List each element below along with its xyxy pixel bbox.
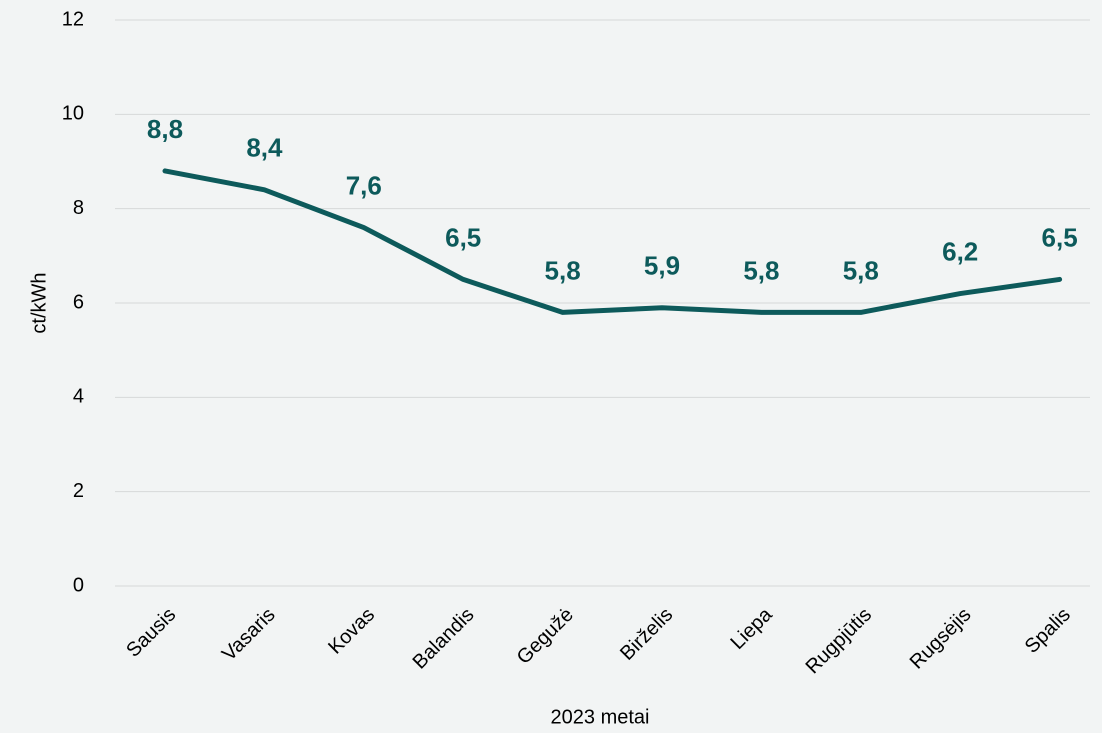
x-tick-label: Sausis: [122, 604, 180, 662]
data-label: 7,6: [346, 170, 382, 200]
x-tick-label: Balandis: [409, 604, 479, 674]
y-tick-label: 12: [62, 8, 84, 30]
data-label: 8,4: [246, 133, 283, 163]
line: [162, 168, 1063, 315]
y-tick-label: 4: [73, 386, 84, 408]
x-axis-title: 2023 metai: [551, 706, 650, 728]
x-tick-label: Rugsėjis: [906, 604, 976, 674]
data-label: 5,9: [644, 251, 680, 281]
data-label: 8,8: [147, 114, 183, 144]
x-tick-label: Rugpjūtis: [802, 604, 877, 679]
data-label: 5,8: [843, 255, 879, 285]
x-tick-label: Kovas: [324, 604, 379, 659]
y-axis-title: ct/kWh: [28, 272, 50, 333]
x-tick-label: Gegužė: [513, 604, 578, 669]
x-tick-label: Spalis: [1021, 604, 1075, 658]
y-tick-label: 2: [73, 480, 84, 502]
x-tick-label: Liepa: [727, 603, 778, 654]
data-label: 6,5: [1042, 222, 1078, 252]
y-tick-label: 0: [73, 574, 84, 596]
x-tick-label: Birželis: [616, 604, 677, 665]
y-tick-label: 10: [62, 103, 84, 125]
data-label: 6,5: [445, 222, 481, 252]
data-label: 5,8: [545, 255, 581, 285]
data-label: 5,8: [743, 255, 779, 285]
y-tick-label: 6: [73, 291, 84, 313]
x-tick-label: Vasaris: [218, 604, 280, 666]
y-tick-label: 8: [73, 197, 84, 219]
data-label: 6,2: [942, 236, 978, 266]
